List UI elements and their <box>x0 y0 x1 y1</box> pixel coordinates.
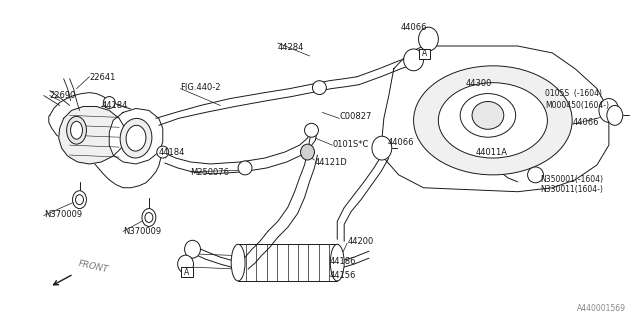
Ellipse shape <box>72 191 86 209</box>
Ellipse shape <box>419 27 438 51</box>
Ellipse shape <box>312 81 326 95</box>
Text: 44184: 44184 <box>159 148 185 157</box>
Ellipse shape <box>184 240 200 258</box>
Text: M250076: M250076 <box>191 168 230 177</box>
Text: 44200: 44200 <box>347 237 373 246</box>
Text: N350001(-1604): N350001(-1604) <box>540 175 604 184</box>
Text: N370009: N370009 <box>123 228 161 236</box>
Text: 22641: 22641 <box>90 73 116 82</box>
Ellipse shape <box>413 66 572 175</box>
Polygon shape <box>382 46 609 192</box>
Ellipse shape <box>76 195 83 204</box>
Text: M000450(1604-): M000450(1604-) <box>545 100 609 109</box>
Text: 44066: 44066 <box>401 23 427 32</box>
Text: 0101S*C: 0101S*C <box>332 140 369 149</box>
Ellipse shape <box>527 167 543 183</box>
Text: 44156: 44156 <box>330 271 356 280</box>
Text: 44300: 44300 <box>466 79 493 88</box>
Ellipse shape <box>238 161 252 175</box>
Text: 0105S  (-1604): 0105S (-1604) <box>545 89 602 98</box>
Text: 44121D: 44121D <box>314 158 347 167</box>
Text: 44184: 44184 <box>101 100 128 109</box>
Ellipse shape <box>404 49 424 71</box>
Text: FRONT: FRONT <box>77 260 109 275</box>
Ellipse shape <box>438 83 547 158</box>
Text: A: A <box>422 49 427 59</box>
Ellipse shape <box>157 146 169 158</box>
Ellipse shape <box>472 101 504 129</box>
Text: 22690: 22690 <box>50 91 76 100</box>
Ellipse shape <box>330 244 344 281</box>
Text: A440001569: A440001569 <box>577 304 626 313</box>
Ellipse shape <box>67 116 86 144</box>
Ellipse shape <box>607 106 623 125</box>
Ellipse shape <box>301 144 314 160</box>
Bar <box>238 244 337 281</box>
Text: N370009: N370009 <box>44 210 82 219</box>
Ellipse shape <box>126 125 146 151</box>
Text: 44284: 44284 <box>278 43 304 52</box>
FancyBboxPatch shape <box>419 49 431 59</box>
Ellipse shape <box>70 121 83 139</box>
Text: N330011(1604-): N330011(1604-) <box>540 185 604 194</box>
Polygon shape <box>59 107 125 164</box>
Text: FIG.440-2: FIG.440-2 <box>180 83 221 92</box>
Ellipse shape <box>599 99 619 122</box>
Text: C00827: C00827 <box>339 112 372 121</box>
Text: 44066: 44066 <box>388 138 414 147</box>
Polygon shape <box>49 92 161 188</box>
Text: 44011A: 44011A <box>476 148 508 157</box>
Ellipse shape <box>460 93 516 137</box>
Text: 44186: 44186 <box>330 257 356 266</box>
Text: 44066: 44066 <box>572 118 598 127</box>
Ellipse shape <box>231 244 245 281</box>
Ellipse shape <box>142 209 156 227</box>
Ellipse shape <box>372 136 392 160</box>
Text: A: A <box>184 268 189 276</box>
Ellipse shape <box>145 212 153 222</box>
Ellipse shape <box>305 123 319 137</box>
Ellipse shape <box>103 97 115 108</box>
Ellipse shape <box>120 118 152 158</box>
Polygon shape <box>109 108 163 164</box>
Ellipse shape <box>178 255 193 273</box>
FancyBboxPatch shape <box>180 267 193 277</box>
